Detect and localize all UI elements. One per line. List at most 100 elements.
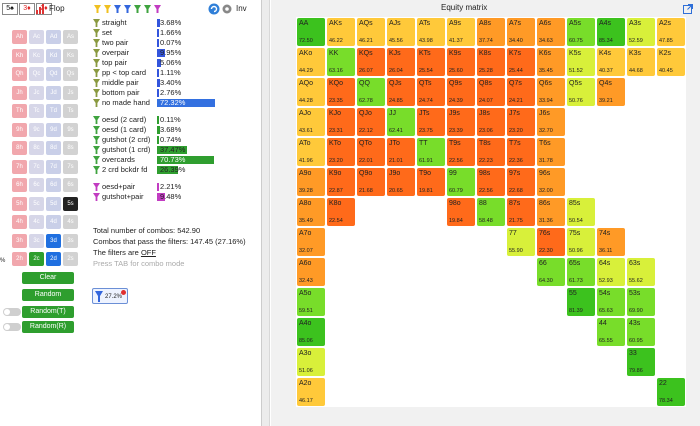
matrix-cell-JTo[interactable]: JTo 21.01	[387, 138, 415, 166]
filter-row[interactable]: gutshot (1 crd) 37.47%	[93, 145, 263, 155]
card-Qh[interactable]: Qh	[12, 67, 27, 81]
matrix-cell-A3s[interactable]: A3s 52.59	[627, 18, 655, 46]
card-4h[interactable]: 4h	[12, 215, 27, 229]
card-Ac[interactable]: Ac	[29, 30, 44, 44]
matrix-cell-KTo[interactable]: KTo 23.20	[327, 138, 355, 166]
filters-toggle-link[interactable]: OFF	[140, 248, 156, 257]
card-7c[interactable]: 7c	[29, 159, 44, 174]
matrix-cell-T7s[interactable]: T7s 22.36	[507, 138, 535, 166]
matrix-cell-ATs[interactable]: ATs 43.98	[417, 18, 445, 46]
card-8h[interactable]: 8h	[12, 141, 27, 155]
matrix-cell-55[interactable]: 55 81.39	[567, 288, 595, 316]
equity-widget[interactable]: 27.2%	[92, 288, 128, 304]
card-Td[interactable]: Td	[46, 104, 61, 118]
card-Qd[interactable]: Qd	[46, 67, 61, 81]
matrix-cell-TT[interactable]: TT 61.91	[417, 138, 445, 166]
filter-row[interactable]: overcards 70.73%	[93, 155, 263, 165]
card-2h[interactable]: 2h	[12, 252, 27, 266]
filter-funnel-icon[interactable]	[93, 79, 100, 87]
card-9h[interactable]: 9h	[12, 122, 27, 137]
card-4c[interactable]: 4c	[29, 215, 44, 229]
filter-funnel-icon[interactable]	[93, 136, 100, 144]
card-Ad[interactable]: Ad	[46, 30, 61, 44]
filter-funnel-icon[interactable]	[93, 39, 100, 47]
card-Kd[interactable]: Kd	[46, 48, 61, 63]
card-3h[interactable]: 3h	[12, 233, 27, 248]
filter-row[interactable]: pp < top card 1.11%	[93, 68, 263, 78]
filter-funnel-icon[interactable]	[93, 116, 100, 124]
matrix-cell-A8o[interactable]: A8o 35.49	[297, 198, 325, 226]
matrix-cell-A5o[interactable]: A5o 59.51	[297, 288, 325, 316]
panel-splitter[interactable]	[262, 0, 270, 426]
card-6d[interactable]: 6d	[46, 178, 61, 192]
card-9s[interactable]: 9s	[63, 122, 78, 137]
card-Ks[interactable]: Ks	[63, 48, 78, 63]
filter-funnel-icon[interactable]	[93, 156, 100, 164]
matrix-cell-Q5s[interactable]: Q5s 50.76	[567, 78, 595, 106]
filter-funnel-icon[interactable]	[93, 146, 100, 154]
card-Qc[interactable]: Qc	[29, 67, 44, 81]
matrix-cell-K2s[interactable]: K2s 40.45	[657, 48, 685, 76]
card-Kc[interactable]: Kc	[29, 48, 44, 63]
filter-funnel-icon[interactable]	[93, 183, 100, 191]
matrix-cell-Q6s[interactable]: Q6s 33.94	[537, 78, 565, 106]
matrix-cell-KK[interactable]: KK 63.16	[327, 48, 355, 76]
card-8c[interactable]: 8c	[29, 141, 44, 155]
matrix-cell-98s[interactable]: 98s 22.56	[477, 168, 505, 196]
random-t-button[interactable]: Random(T)	[22, 306, 74, 318]
filter-funnel-icon[interactable]	[93, 19, 100, 27]
card-2d[interactable]: 2d	[46, 252, 61, 266]
matrix-cell-K8s[interactable]: K8s 25.28	[477, 48, 505, 76]
matrix-cell-87s[interactable]: 87s 21.75	[507, 198, 535, 226]
matrix-cell-A4o[interactable]: A4o 85.06	[297, 318, 325, 346]
matrix-cell-QTo[interactable]: QTo 22.01	[357, 138, 385, 166]
matrix-cell-JJ[interactable]: JJ 62.41	[387, 108, 415, 136]
matrix-cell-Q4s[interactable]: Q4s 39.21	[597, 78, 625, 106]
card-6h[interactable]: 6h	[12, 178, 27, 192]
matrix-cell-A8s[interactable]: A8s 37.74	[477, 18, 505, 46]
refresh-icon[interactable]	[208, 3, 220, 15]
filter-row[interactable]: no made hand 72.32%	[93, 98, 263, 108]
matrix-cell-Q7s[interactable]: Q7s 24.21	[507, 78, 535, 106]
matrix-cell-K9o[interactable]: K9o 22.87	[327, 168, 355, 196]
invert-label[interactable]: Inv	[236, 4, 247, 13]
card-7d[interactable]: 7d	[46, 159, 61, 174]
matrix-cell-Q8s[interactable]: Q8s 24.07	[477, 78, 505, 106]
filter-row[interactable]: middle pair 3.40%	[93, 78, 263, 88]
matrix-cell-K4s[interactable]: K4s 40.37	[597, 48, 625, 76]
matrix-cell-A9s[interactable]: A9s 41.37	[447, 18, 475, 46]
card-3d[interactable]: 3d	[46, 233, 61, 248]
clear-button[interactable]: Clear	[22, 272, 74, 284]
matrix-cell-A3o[interactable]: A3o 51.06	[297, 348, 325, 376]
card-2s[interactable]: 2s	[63, 252, 78, 266]
filter-funnel-icon[interactable]	[93, 49, 100, 57]
matrix-cell-A7s[interactable]: A7s 34.40	[507, 18, 535, 46]
card-3c[interactable]: 3c	[29, 233, 44, 248]
matrix-cell-99[interactable]: 99 60.79	[447, 168, 475, 196]
matrix-cell-63s[interactable]: 63s 55.62	[627, 258, 655, 286]
filter-funnel-icon[interactable]	[93, 89, 100, 97]
filter-funnel-icon[interactable]	[93, 69, 100, 77]
matrix-cell-QQ[interactable]: QQ 62.78	[357, 78, 385, 106]
card-Ah[interactable]: Ah	[12, 30, 27, 44]
matrix-cell-66[interactable]: 66 64.30	[537, 258, 565, 286]
filter-funnel-icon[interactable]	[93, 126, 100, 134]
matrix-cell-A9o[interactable]: A9o 39.28	[297, 168, 325, 196]
matrix-cell-J9o[interactable]: J9o 20.65	[387, 168, 415, 196]
filter-row[interactable]: gutshot+pair 9.48%	[93, 192, 263, 202]
card-5c[interactable]: 5c	[29, 196, 44, 211]
matrix-cell-AA[interactable]: AA 72.50	[297, 18, 325, 46]
matrix-cell-J7s[interactable]: J7s 23.20	[507, 108, 535, 136]
matrix-cell-96s[interactable]: 96s 32.00	[537, 168, 565, 196]
filter-row[interactable]: top pair 5.06%	[93, 58, 263, 68]
matrix-cell-A2s[interactable]: A2s 47.85	[657, 18, 685, 46]
filter-row[interactable]: straight 3.68%	[93, 18, 263, 28]
matrix-cell-75s[interactable]: 75s 50.96	[567, 228, 595, 256]
matrix-cell-J9s[interactable]: J9s 23.39	[447, 108, 475, 136]
matrix-cell-T9o[interactable]: T9o 19.81	[417, 168, 445, 196]
filter-funnel-icon[interactable]	[93, 59, 100, 67]
filter-row[interactable]: two pair 0.07%	[93, 38, 263, 48]
filter-funnel-icon[interactable]	[93, 193, 100, 201]
matrix-cell-86s[interactable]: 86s 31.36	[537, 198, 565, 226]
matrix-cell-J6s[interactable]: J6s 32.70	[537, 108, 565, 136]
